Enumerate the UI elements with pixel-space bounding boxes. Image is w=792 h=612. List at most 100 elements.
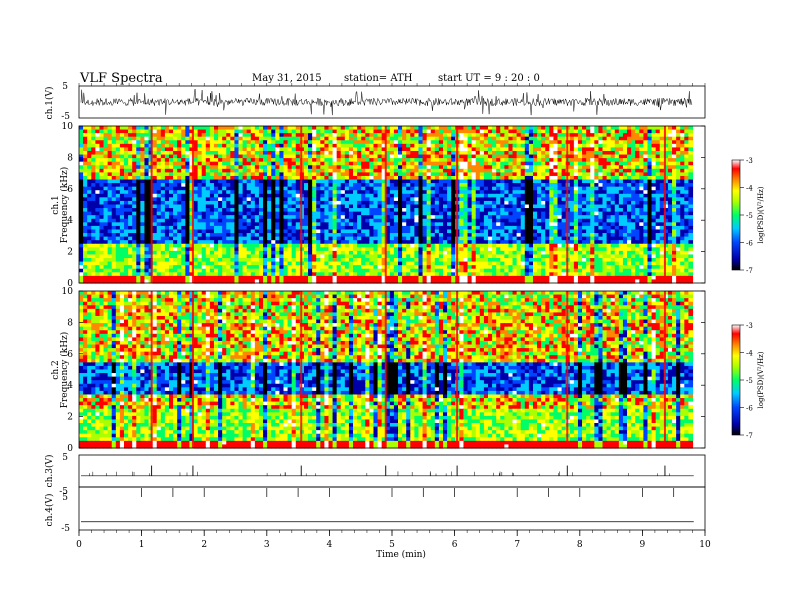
spectrogram-cell — [234, 222, 240, 227]
spectrogram-cell — [324, 240, 330, 245]
spectrogram-cell — [483, 161, 489, 166]
spectrogram-cell — [344, 236, 350, 241]
spectrogram-cell — [132, 233, 137, 238]
spectrogram-cell — [324, 215, 330, 220]
ch1-waveform-panel: 5 -5 ch.1(V) — [44, 82, 706, 122]
spectrogram-cell — [226, 179, 231, 184]
spectrogram-cell — [83, 236, 88, 241]
spectrogram-cell — [336, 200, 342, 206]
spectrogram-cell — [324, 140, 330, 145]
spectrogram-cell — [119, 161, 125, 166]
spectrogram-cell — [271, 190, 276, 195]
spectrogram-cell — [213, 179, 219, 184]
spectrogram-cell — [582, 236, 587, 241]
spectrogram-cell — [373, 193, 379, 198]
spectrogram-cell — [79, 240, 84, 245]
spectrogram-cell — [459, 136, 465, 141]
spectrogram-cell — [361, 168, 366, 173]
spectrogram-cell — [651, 126, 657, 131]
spectrogram-cell — [541, 143, 546, 149]
spectrogram-cell — [197, 225, 203, 231]
spectrogram-cell — [181, 200, 186, 206]
spectrogram-cell — [128, 211, 133, 216]
spectrogram-cell — [688, 183, 694, 188]
spectrogram-cell — [438, 186, 444, 191]
spectrogram-cell — [406, 236, 411, 241]
spectrogram-cell — [684, 204, 689, 209]
spectrogram-cell — [119, 215, 125, 220]
spectrogram-cell — [213, 190, 219, 195]
spectrogram-cell — [549, 154, 555, 159]
spectrogram-cell — [258, 165, 264, 170]
spectrogram-cell — [332, 200, 338, 206]
spectrogram-cell — [332, 150, 338, 156]
spectrogram-cell — [647, 126, 653, 131]
spectrogram-cell — [389, 208, 395, 213]
spectrogram-cell — [622, 175, 628, 181]
spectrogram-cell — [471, 179, 477, 184]
spectrogram-cell — [312, 126, 317, 131]
spectrogram-cell — [295, 175, 301, 181]
spectrogram-cell — [271, 175, 276, 181]
spectrogram-cell — [279, 215, 285, 220]
spectrogram-cell — [373, 240, 379, 245]
spectrogram-cell — [320, 183, 325, 188]
spectrogram-cell — [246, 186, 252, 191]
spectrogram-cell — [463, 211, 469, 216]
spectrogram-cell — [340, 161, 346, 166]
spectrogram-cell — [602, 165, 608, 170]
spectrogram-cell — [381, 165, 387, 170]
spectrogram-cell — [561, 133, 567, 138]
spectrogram-cell — [336, 150, 342, 156]
spectrogram-cell — [295, 236, 301, 241]
spectrogram-cell — [434, 175, 440, 181]
spectrogram-cell — [238, 236, 244, 241]
spectrogram-cell — [672, 133, 677, 138]
spectrogram-cell — [312, 172, 317, 177]
spectrogram-cell — [553, 186, 559, 191]
spectrogram-cell — [463, 154, 469, 159]
spectrogram-cell — [545, 229, 550, 234]
spectrogram-cell — [230, 236, 236, 241]
spectrogram-cell — [230, 190, 236, 195]
spectrogram-cell — [467, 193, 473, 198]
spectrogram-cell — [385, 140, 391, 145]
spectrogram-cell — [422, 172, 428, 177]
spectrogram-cell — [483, 140, 489, 145]
spectrogram-cell — [213, 150, 219, 156]
spectrogram-cell — [107, 240, 113, 245]
spectrogram-cell — [414, 229, 420, 234]
spectrogram-cell — [430, 147, 436, 152]
spectrogram-cell — [160, 179, 166, 184]
spectrogram-cell — [230, 179, 236, 184]
spectrogram-cell — [238, 172, 244, 177]
spectrogram-cell — [643, 204, 649, 209]
spectrogram-cell — [369, 136, 375, 141]
spectrogram-cell — [173, 126, 178, 131]
spectrogram-cell — [602, 236, 608, 241]
spectrogram-cell — [246, 222, 252, 227]
spectrogram-cell — [234, 140, 240, 145]
spectrogram-cell — [279, 140, 285, 145]
spectrogram-cell — [373, 175, 379, 181]
spectrogram-cell — [271, 168, 276, 173]
spectrogram-cell — [83, 133, 88, 138]
spectrogram-cell — [275, 229, 280, 234]
spectrogram-cell — [672, 126, 677, 131]
spectrogram-cell — [87, 193, 92, 198]
spectrogram-cell — [651, 215, 657, 220]
spectrogram-cell — [177, 165, 182, 170]
spectrogram-cell — [197, 186, 203, 191]
spectrogram-cell — [242, 175, 248, 181]
spectrogram-cell — [410, 186, 415, 191]
spectrogram-cell — [123, 183, 129, 188]
spectrogram-cell — [676, 229, 681, 234]
spectrogram-cell — [573, 200, 579, 206]
spectrogram-cell — [99, 158, 105, 163]
spectrogram-cell — [381, 222, 387, 227]
spectrogram-cell — [373, 168, 379, 173]
spectrogram-cell — [173, 215, 178, 220]
spectrogram-cell — [308, 165, 313, 170]
spectrogram-cell — [357, 154, 362, 159]
spectrogram-cell — [479, 183, 485, 188]
